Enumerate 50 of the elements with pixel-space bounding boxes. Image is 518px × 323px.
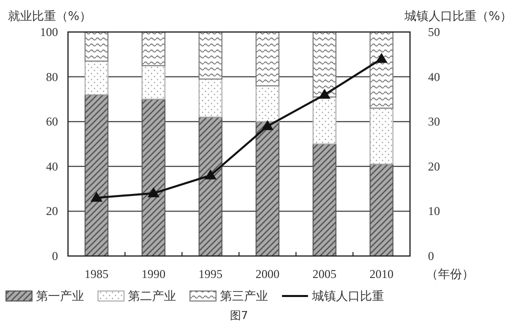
bar [312,32,336,98]
x-tick-label: 1990 [142,267,166,281]
bar [256,85,280,122]
legend-label: 第三产业 [220,289,268,303]
x-tick-label: 1995 [198,267,222,281]
y-tick-label: 0 [52,249,58,263]
bar [312,144,336,256]
y-tick-label: 60 [46,114,58,129]
bar [84,32,108,62]
point [204,169,216,180]
x-tick-label: 1985 [84,267,108,281]
legend-label: 第二产业 [128,289,176,303]
bar [84,60,108,96]
point [148,187,160,198]
bar [142,98,166,256]
caption: 图7 [230,309,248,322]
y2-tick-label: 20 [428,159,440,174]
point [262,120,274,130]
bar [198,32,222,80]
x-tick-label: 2000 [256,267,280,281]
y2-axis-title: 城镇人口比重（%） [404,9,512,23]
y-tick-label: 80 [46,70,58,84]
bar [370,108,394,165]
x-tick-label: 2010 [370,267,394,281]
y2-tick-label: 30 [428,114,440,129]
point [376,52,388,63]
bar [142,65,166,100]
y-tick-label: 20 [46,204,58,218]
bar [370,164,394,256]
bar [84,94,108,256]
y-axis-title: 就业比重（%） [8,9,92,23]
point [318,88,330,99]
y2-tick-label: 0 [428,249,434,263]
legend-label: 第一产业 [36,289,84,303]
y2-tick-label: 50 [428,25,440,39]
bar [256,121,280,256]
point [90,192,102,202]
bar [312,96,336,144]
y-tick-label: 40 [46,159,58,174]
bar [256,32,280,86]
x-tick-label: 2005 [312,267,336,281]
bar [198,116,222,256]
legend-label: 城镇人口比重 [311,289,384,303]
x-axis-title: （年份） [426,267,474,281]
y-tick-label: 100 [40,25,58,39]
y2-tick-label: 40 [428,70,440,84]
bar [370,32,394,109]
bar [142,32,166,66]
bar [198,78,222,118]
y2-tick-label: 10 [428,204,440,218]
